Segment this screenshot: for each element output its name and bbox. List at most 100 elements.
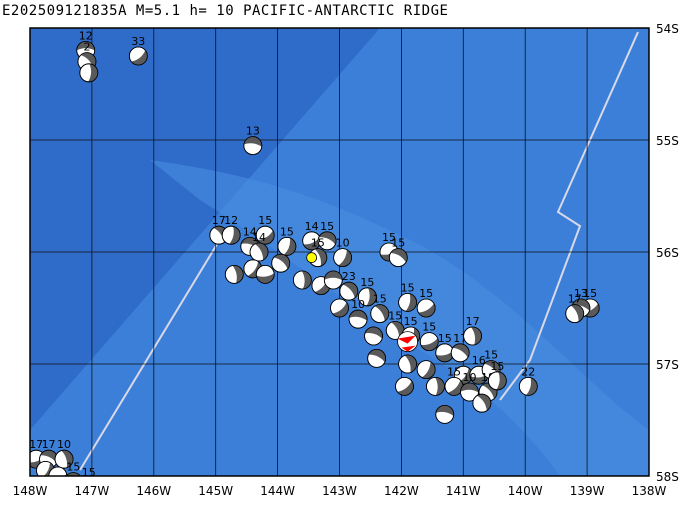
event-depth-label: 13	[246, 125, 260, 138]
event-depth-label: 15	[490, 360, 504, 373]
event-depth-label: 15	[82, 466, 96, 479]
event-beachball: 15	[277, 225, 297, 256]
event-beachball	[395, 376, 414, 396]
event-depth-label: 2	[83, 41, 90, 54]
event-depth-label: 15	[484, 349, 498, 362]
event-beachball: 15	[419, 321, 439, 352]
event-beachball: 10	[54, 438, 74, 469]
event-beachball	[292, 270, 312, 290]
event-beachball: 12	[76, 29, 96, 60]
event-beachball: 15	[487, 360, 507, 391]
event-depth-label: 33	[131, 35, 145, 48]
lat-tick-label: 57S	[656, 358, 679, 372]
longitude-axis: 148W 147W 146W 145W 144W 143W 142W 141W 140W 139W…	[13, 484, 667, 498]
event-depth-label: 15	[382, 231, 396, 244]
event-beachball: 15	[357, 276, 377, 307]
event-depth-label: 16	[472, 354, 486, 367]
event-beachball: 15	[416, 287, 436, 318]
event-beachball: 23	[339, 270, 359, 301]
lat-tick-label: 58S	[656, 470, 679, 484]
event-depth-label: 13	[574, 287, 588, 300]
event-depth-label: 17	[568, 293, 582, 306]
lat-tick-label: 56S	[656, 246, 679, 260]
event-depth-label: 10	[336, 237, 350, 250]
lon-tick-label: 140W	[508, 484, 543, 498]
event-depth-label: 17	[466, 315, 480, 328]
event-beachball	[426, 376, 445, 396]
lat-tick-label: 55S	[656, 134, 679, 148]
map-title: E202509121835A M=5.1 h= 10 PACIFIC-ANTAR…	[2, 3, 449, 19]
event-depth-label: 15	[422, 321, 436, 334]
event-beachball: 14	[249, 231, 269, 262]
event-depth-label: 15	[66, 461, 80, 474]
event-depth-label: 12	[224, 214, 238, 227]
event-beachball: 12	[221, 214, 241, 245]
event-depth-label: 15	[419, 287, 433, 300]
event-beachball: 15	[435, 332, 455, 363]
event-beachball	[224, 264, 244, 284]
bathymetry-ridge-crest	[150, 160, 649, 476]
lat-tick-label: 54S	[656, 22, 679, 36]
event-depth-label: 15	[404, 315, 418, 328]
highlight-markers	[306, 252, 418, 353]
boundary-east	[499, 31, 639, 401]
event-beachball: 15	[317, 220, 337, 251]
event-beachball	[79, 63, 99, 83]
latitude-axis: 54S 55S 56S 57S 58S	[656, 22, 679, 484]
event-beachball	[367, 348, 387, 368]
event-depth-label: 23	[342, 270, 356, 283]
event-beachball: 15	[388, 237, 408, 268]
event-depth-label: 15	[320, 220, 334, 233]
event-beachball	[416, 360, 436, 380]
event-beachball: 17	[565, 293, 585, 324]
current-event-beachball	[397, 331, 418, 353]
event-beachball: 10	[348, 298, 368, 329]
event-depth-label: 15	[447, 365, 461, 378]
event-beachball	[364, 326, 383, 346]
event-depth-label: 15	[311, 237, 325, 250]
event-beachball: 15	[385, 309, 405, 340]
lon-tick-label: 145W	[198, 484, 233, 498]
event-beachball: 15	[398, 281, 417, 312]
event-beachball	[398, 354, 417, 374]
event-beachball	[271, 253, 291, 273]
event-depth-label: 15	[401, 281, 415, 294]
event-depth-label: 10	[351, 298, 365, 311]
event-beachball: 22	[518, 365, 538, 396]
event-beachball: 33	[128, 35, 148, 66]
event-beachball: 15	[444, 365, 464, 396]
lon-tick-label: 146W	[136, 484, 171, 498]
event-beachball: 13	[243, 125, 263, 156]
event-beachball: 10	[333, 237, 352, 268]
event-depth-label: 17	[212, 214, 226, 227]
event-beachball	[330, 298, 349, 318]
event-beachball: 15	[65, 461, 81, 476]
epicenter-marker	[306, 252, 318, 264]
event-beachball: 10	[460, 371, 479, 402]
event-beachball	[435, 404, 455, 424]
event-depth-label: 15	[388, 309, 402, 322]
lon-tick-label: 138W	[632, 484, 667, 498]
event-beachball: 17	[463, 315, 482, 346]
event-depth-label: 10	[57, 438, 71, 451]
map-frame	[29, 27, 650, 477]
lon-tick-label: 148W	[13, 484, 48, 498]
event-beachball	[74, 501, 92, 505]
event-depth-label: 14	[252, 231, 266, 244]
event-depth-label: 15	[438, 332, 452, 345]
event-depth-label: 17	[29, 438, 43, 451]
event-depth-label: 15	[258, 214, 272, 227]
lon-tick-label: 144W	[260, 484, 295, 498]
lon-tick-label: 142W	[384, 484, 419, 498]
lon-tick-label: 147W	[75, 484, 110, 498]
event-depth-label: 15	[360, 276, 374, 289]
event-depth-label: 15	[391, 237, 405, 250]
plate-boundaries	[79, 31, 639, 471]
event-depth-label: 15	[583, 287, 597, 300]
event-depth-label: 14	[305, 220, 319, 233]
event-depth-label: 12	[79, 29, 93, 42]
event-beachball: 15	[255, 214, 275, 245]
